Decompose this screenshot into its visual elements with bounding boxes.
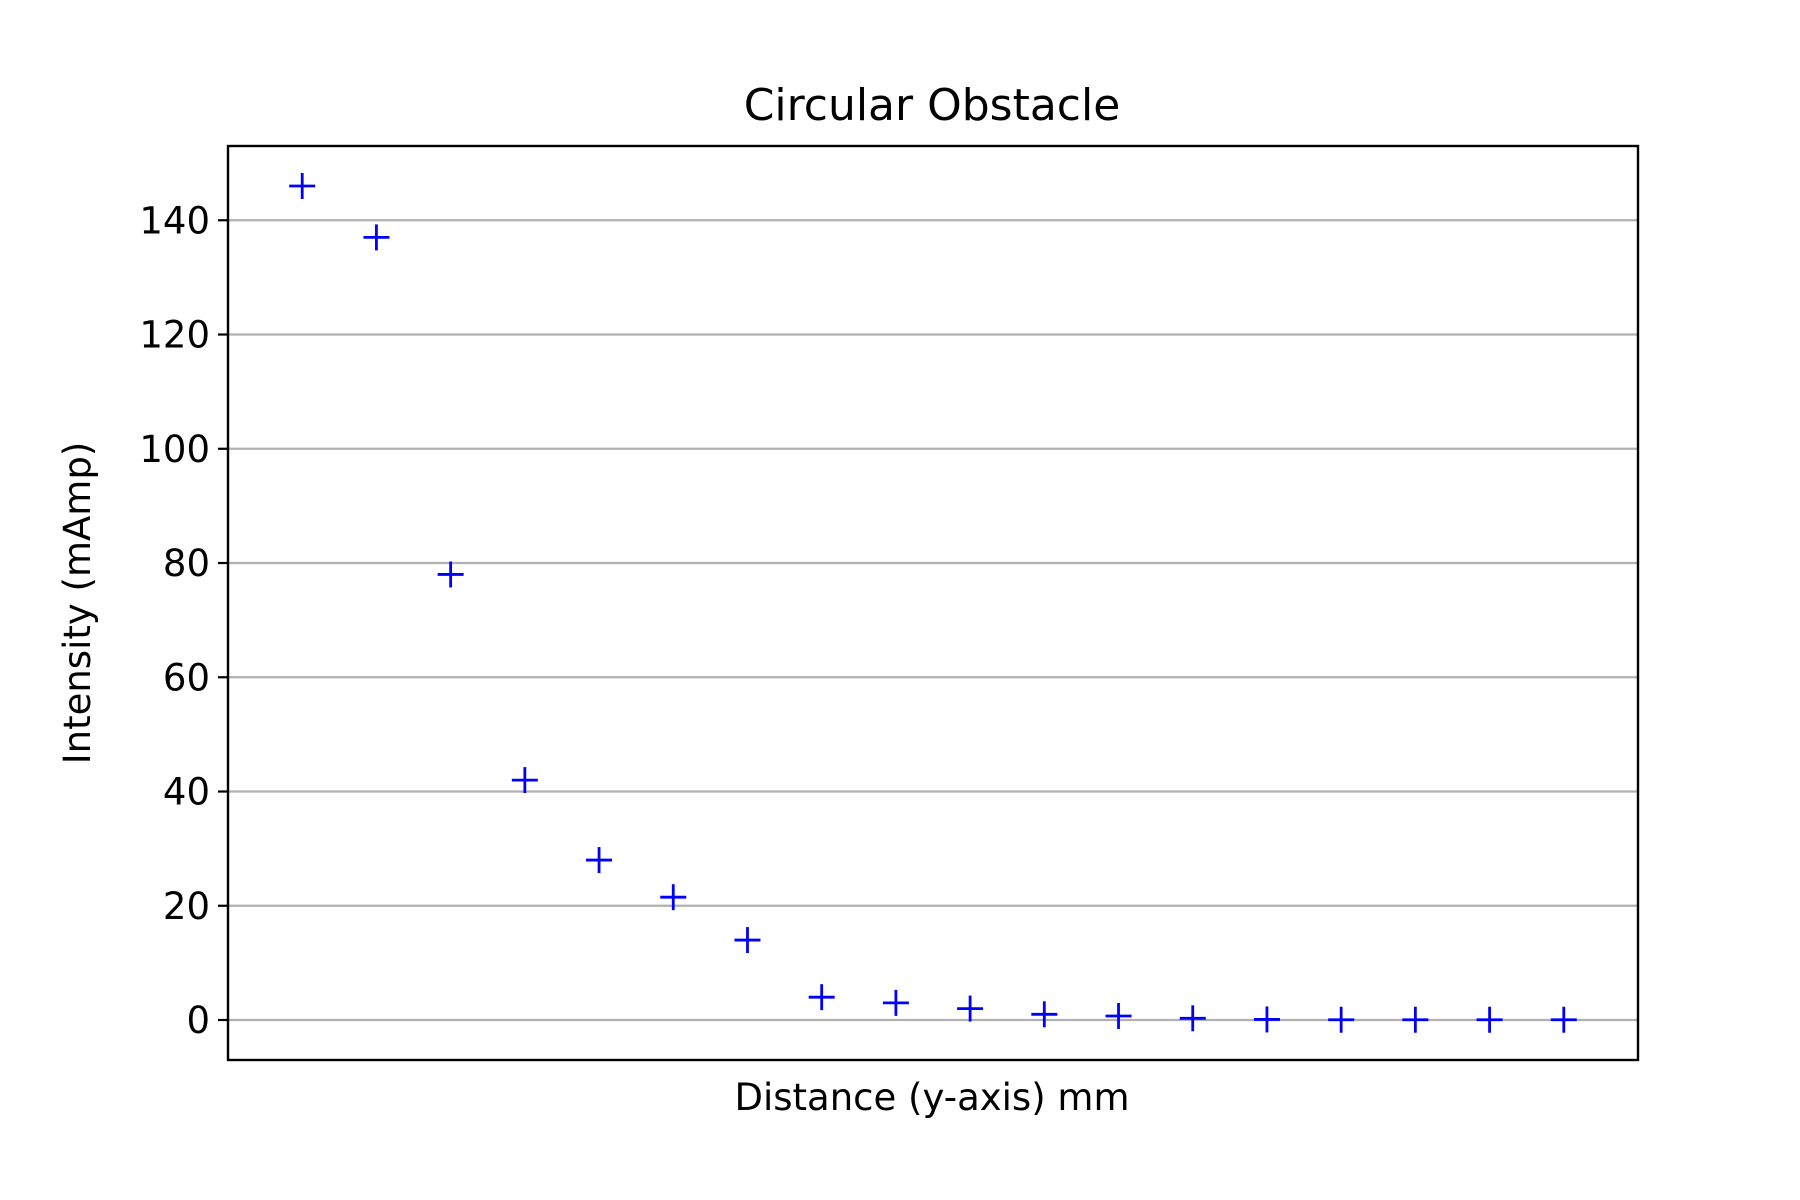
data-point [437, 561, 464, 588]
chart-title: Circular Obstacle [744, 80, 1121, 131]
data-point [1550, 1006, 1577, 1033]
y-axis-ticks: 0 20 40 60 80 100 120 140 [139, 199, 228, 1042]
y-tick-label: 140 [139, 199, 210, 242]
y-tick-label: 80 [163, 542, 210, 585]
data-point [1105, 1003, 1132, 1030]
y-tick-label: 20 [163, 885, 210, 928]
grid [228, 219, 1638, 1022]
y-tick-label: 120 [139, 314, 210, 357]
y-tick-label: 0 [186, 999, 210, 1042]
data-point [1179, 1005, 1206, 1032]
data-point [1328, 1006, 1355, 1033]
y-tick-label: 60 [163, 656, 210, 699]
x-axis-label: Distance (y-axis) mm [735, 1076, 1130, 1119]
data-point [957, 995, 984, 1022]
data-point [1031, 1001, 1058, 1028]
data-point [1253, 1006, 1280, 1033]
data-point [289, 172, 316, 199]
data-point [363, 224, 390, 251]
y-tick-label: 40 [163, 771, 210, 814]
data-point [882, 989, 909, 1016]
data-point [1476, 1006, 1503, 1033]
data-markers [289, 172, 1577, 1033]
data-point [734, 927, 761, 954]
y-axis-label: Intensity (mAmp) [56, 442, 99, 765]
y-tick-label: 100 [139, 428, 210, 471]
data-point [660, 884, 687, 911]
plot-frame [226, 144, 1640, 1062]
data-point [808, 984, 835, 1011]
data-point [511, 767, 538, 794]
data-point [586, 847, 613, 874]
data-point [1402, 1006, 1429, 1033]
